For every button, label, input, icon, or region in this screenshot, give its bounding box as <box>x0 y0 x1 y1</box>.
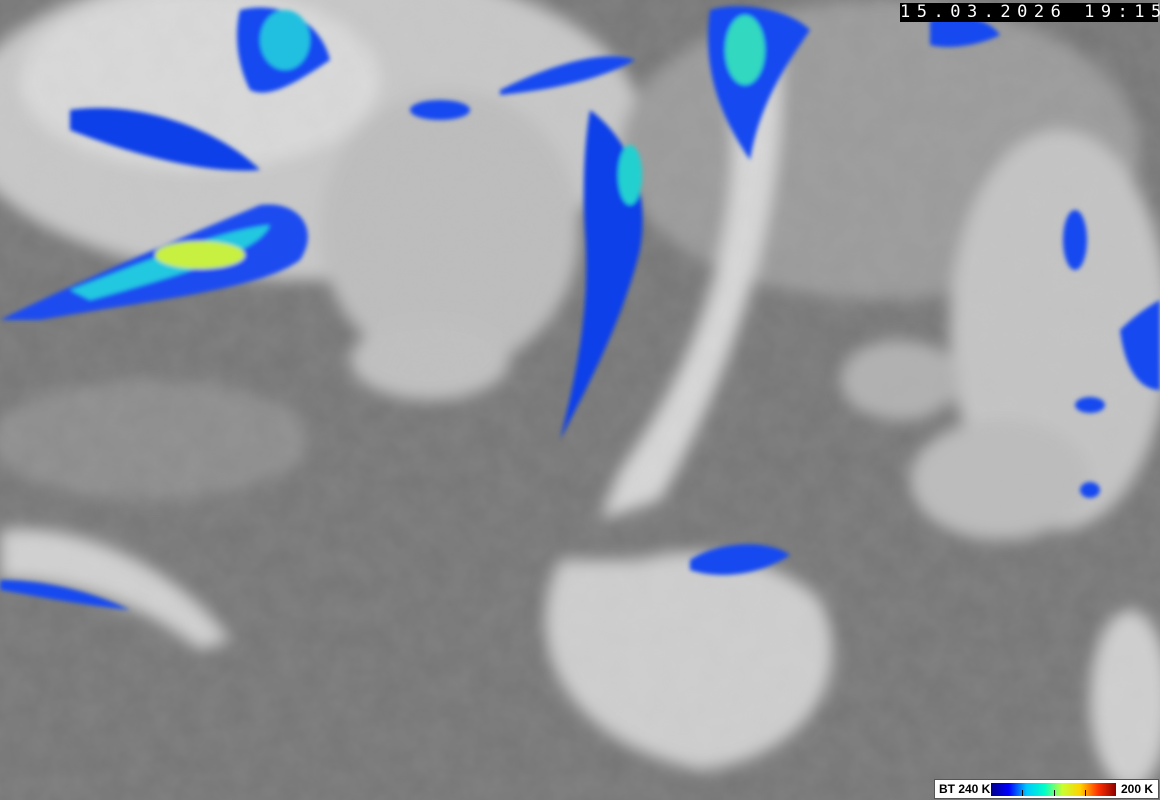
timestamp: 15.03.2026 19:15 <box>900 2 1160 22</box>
legend-tick <box>1084 789 1086 796</box>
legend-colorbar <box>991 782 1116 796</box>
legend-min-label: BT 240 K <box>939 782 991 796</box>
legend-tick <box>1022 789 1024 796</box>
legend-tick <box>1053 789 1055 796</box>
legend-max-label: 200 K <box>1121 782 1154 796</box>
cold-cloud-tops <box>0 6 1160 610</box>
color-scale-legend: BT 240 K 200 K <box>934 779 1159 799</box>
